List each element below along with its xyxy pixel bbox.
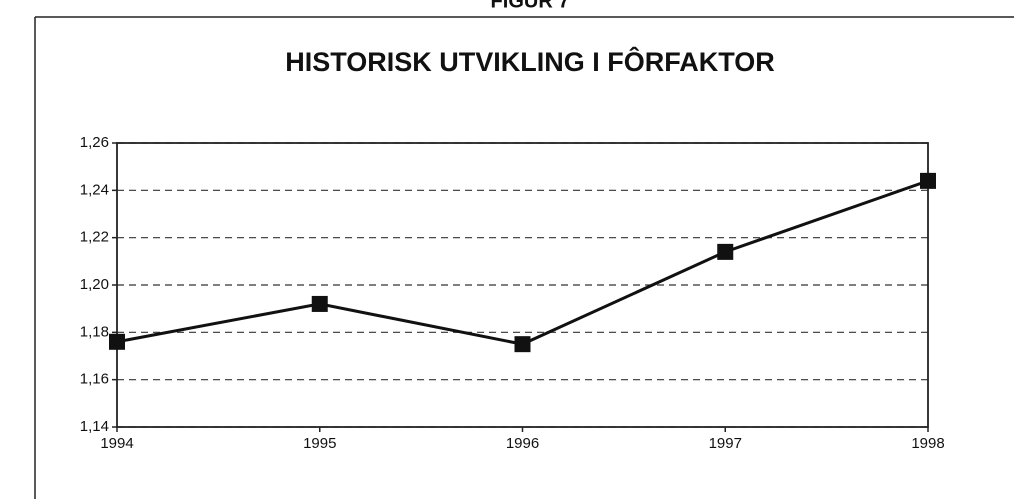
y-tick-label: 1,24 xyxy=(80,181,109,198)
x-tick-label: 1994 xyxy=(100,435,133,452)
figure-label: FIGUR 7 xyxy=(491,0,570,12)
marker xyxy=(717,243,734,260)
chart-title: HISTORISK UTVIKLING I FÔRFAKTOR xyxy=(285,46,775,77)
x-tick-label: 1995 xyxy=(303,435,336,452)
x-tick-label: 1996 xyxy=(506,435,539,452)
marker xyxy=(920,172,936,189)
marker xyxy=(109,333,125,350)
y-tick-label: 1,16 xyxy=(80,371,109,388)
x-tick-label: 1998 xyxy=(911,435,944,452)
y-tick-label: 1,20 xyxy=(80,276,109,293)
marker xyxy=(514,336,531,353)
y-tick-label: 1,18 xyxy=(80,323,109,340)
y-tick-label: 1,26 xyxy=(80,134,109,151)
marker xyxy=(311,295,328,312)
y-tick-label: 1,14 xyxy=(80,418,109,435)
y-tick-label: 1,22 xyxy=(80,229,109,246)
plot-border xyxy=(116,142,929,428)
series-line xyxy=(116,179,929,346)
x-tick-label: 1997 xyxy=(709,435,742,452)
